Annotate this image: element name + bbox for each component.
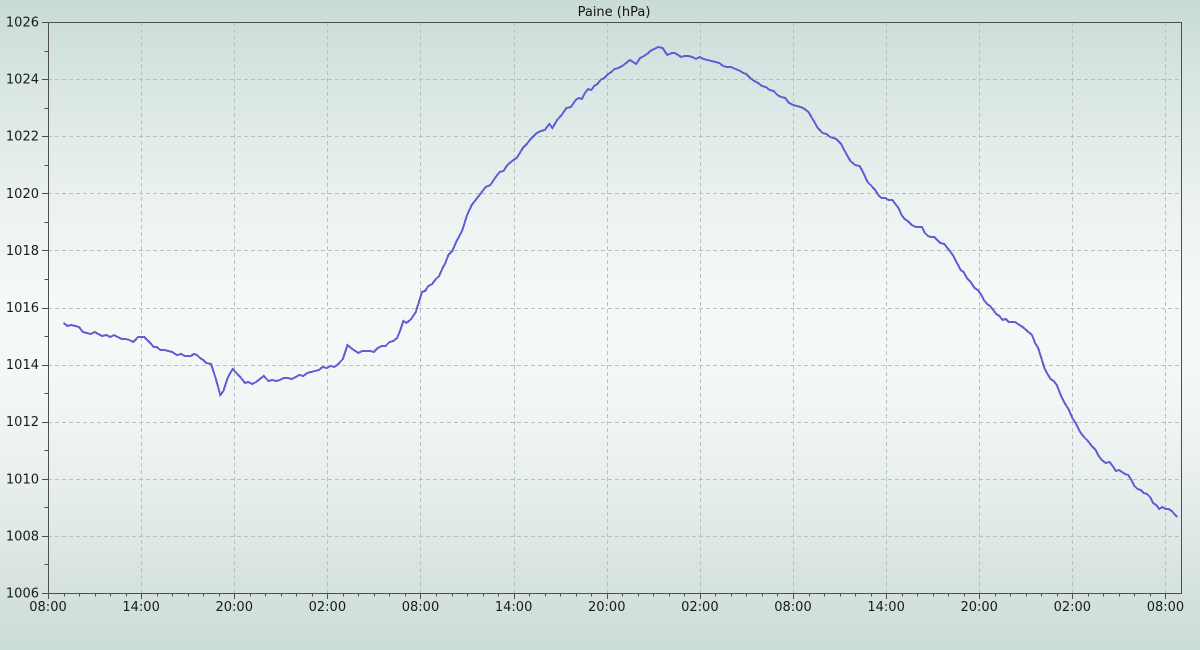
axis-ticks (42, 22, 1166, 599)
x-tick-label: 08:00 (1147, 600, 1184, 615)
x-tick-label: 14:00 (867, 600, 904, 615)
x-tick-label: 20:00 (960, 600, 997, 615)
x-tick-label: 08:00 (29, 600, 66, 615)
y-tick-label: 1014 (6, 358, 39, 373)
y-tick-label: 1006 (6, 587, 39, 602)
y-tick-label: 1020 (6, 187, 39, 202)
x-tick-label: 02:00 (309, 600, 346, 615)
y-tick-label: 1022 (6, 130, 39, 145)
x-tick-label: 14:00 (122, 600, 159, 615)
x-tick-label: 02:00 (1054, 600, 1091, 615)
x-tick-label: 02:00 (681, 600, 718, 615)
y-tick-label: 1008 (6, 529, 39, 544)
x-tick-label: 14:00 (495, 600, 532, 615)
x-tick-label: 20:00 (216, 600, 253, 615)
pressure-series-line (62, 45, 1178, 518)
x-tick-label: 08:00 (402, 600, 439, 615)
y-tick-label: 1018 (6, 244, 39, 259)
x-tick-label: 20:00 (588, 600, 625, 615)
gridlines (48, 22, 1181, 593)
axis-tick-labels: 08:00 14:00 20:00 02:00 08:00 14:00 20:00 02:00… (6, 16, 1184, 615)
pressure-line (62, 45, 1178, 518)
plot-frame (48, 22, 1182, 594)
x-tick-label: 08:00 (774, 600, 811, 615)
y-tick-label: 1012 (6, 415, 39, 430)
y-tick-label: 1010 (6, 472, 39, 487)
y-tick-label: 1026 (6, 16, 39, 31)
y-tick-label: 1024 (6, 73, 39, 88)
chart-title: Paine (hPa) (578, 5, 651, 20)
plot-border (48, 22, 1182, 594)
y-tick-label: 1016 (6, 301, 39, 316)
